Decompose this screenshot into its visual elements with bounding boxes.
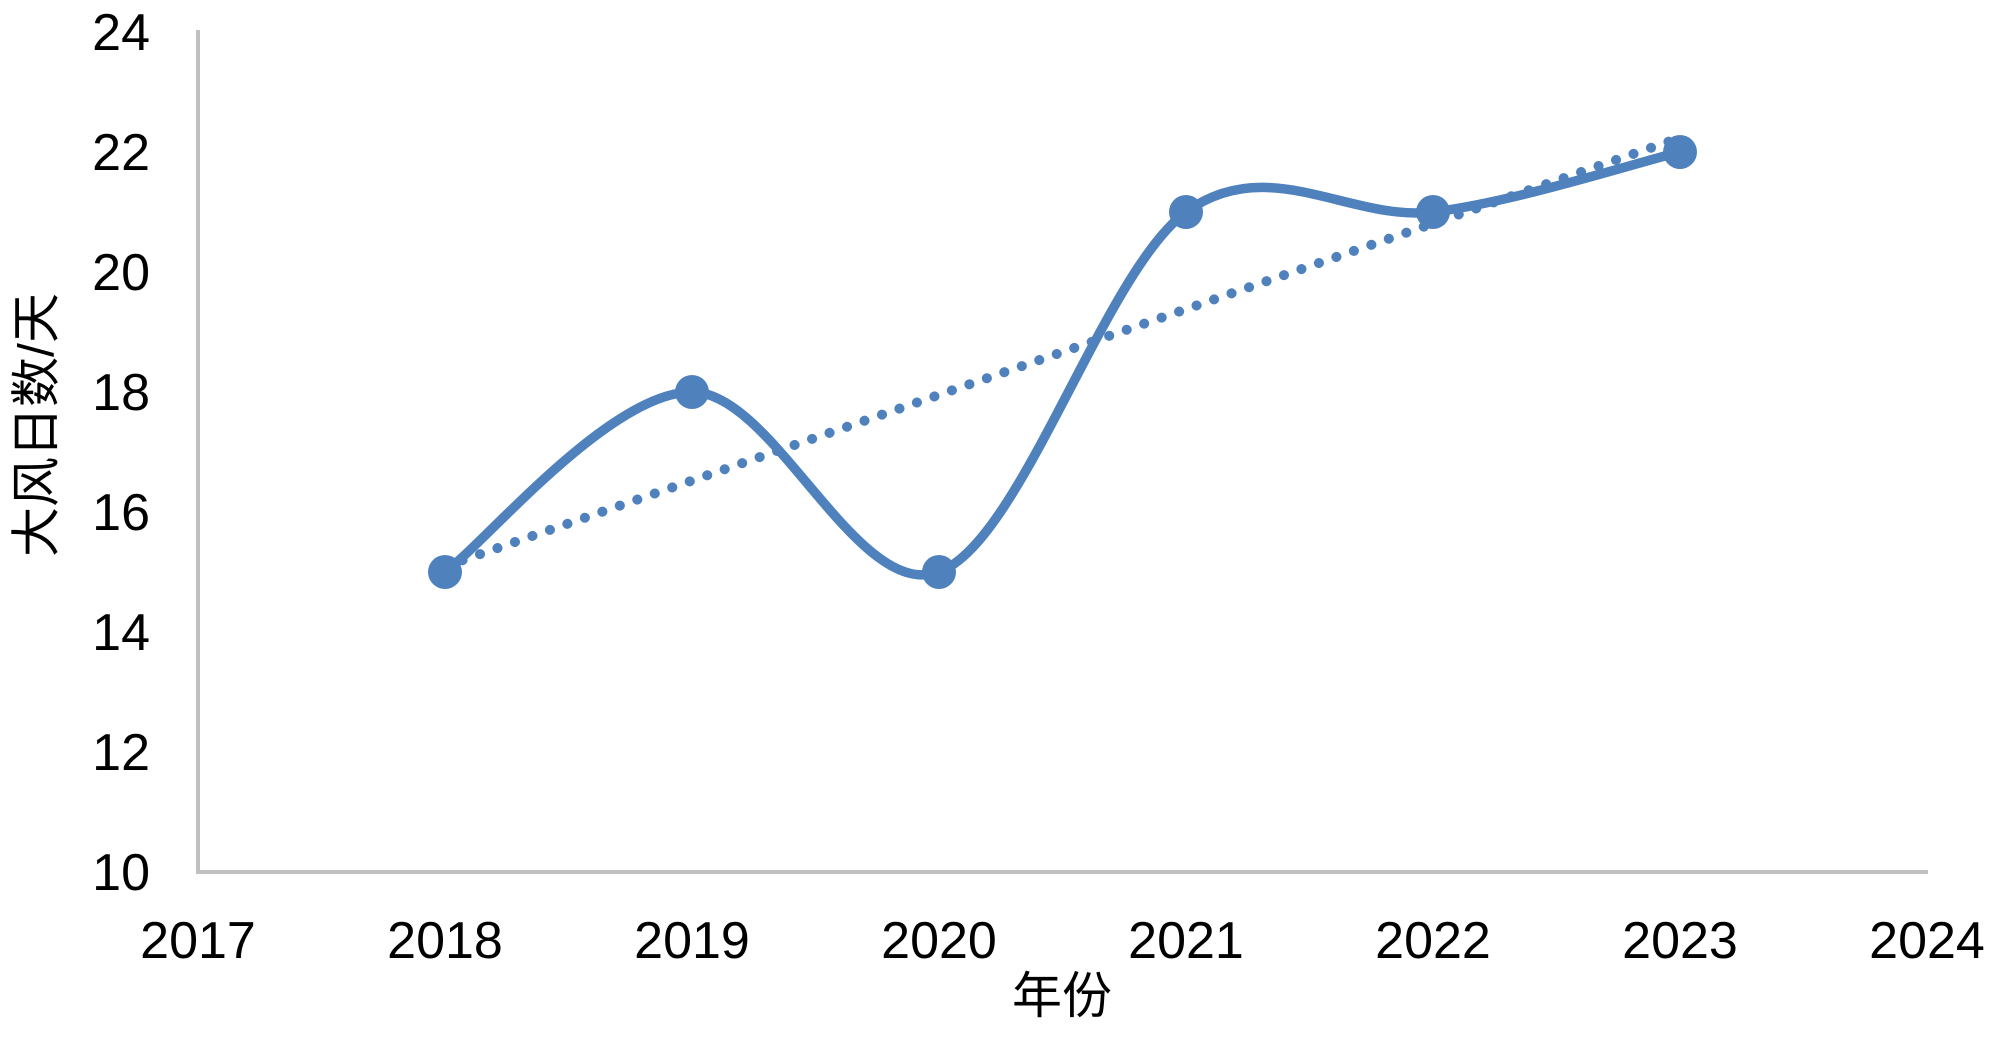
y-axis-tick-labels: 10 12 14 16 18 20 22 24: [92, 4, 150, 902]
x-tick-label: 2022: [1375, 912, 1491, 970]
series-smooth-line: [440, 147, 1685, 580]
x-axis-tick-labels: 2017 2018 2019 2020 2021 2022 2023 2024: [140, 912, 1985, 970]
x-tick-label: 2019: [634, 912, 750, 970]
x-tick-label: 2017: [140, 912, 256, 970]
data-point-marker: [1169, 195, 1203, 229]
y-tick-label: 18: [92, 364, 150, 422]
data-point-marker: [922, 555, 956, 589]
y-tick-label: 16: [92, 484, 150, 542]
x-tick-label: 2018: [387, 912, 503, 970]
data-point-markers: [428, 135, 1697, 589]
data-point-marker: [1416, 195, 1450, 229]
x-tick-label: 2021: [1128, 912, 1244, 970]
y-tick-label: 14: [92, 604, 150, 662]
x-tick-label: 2023: [1622, 912, 1738, 970]
y-tick-label: 10: [92, 844, 150, 902]
y-tick-label: 12: [92, 724, 150, 782]
y-tick-label: 24: [92, 4, 150, 62]
trendline-dotted: [440, 132, 1685, 572]
x-tick-label: 2020: [881, 912, 997, 970]
x-tick-label: 2024: [1869, 912, 1985, 970]
y-tick-label: 22: [92, 124, 150, 182]
data-point-marker: [428, 555, 462, 589]
y-tick-label: 20: [92, 244, 150, 302]
data-point-marker: [1663, 135, 1697, 169]
y-axis-title: 大风日数/天: [9, 293, 65, 557]
data-point-marker: [675, 375, 709, 409]
x-axis-title: 年份: [1012, 968, 1112, 1024]
